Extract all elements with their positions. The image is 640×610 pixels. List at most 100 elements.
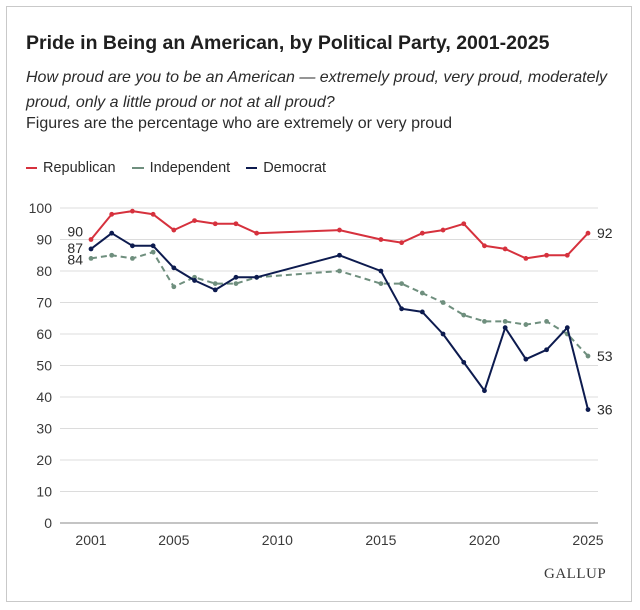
- data-point-republican: [130, 208, 135, 214]
- x-tick-label: 2020: [469, 532, 500, 548]
- legend-swatch-independent: [131, 167, 144, 169]
- legend-swatch-democrat: [246, 167, 258, 169]
- data-point-independent: [378, 281, 384, 286]
- data-point-republican: [585, 230, 591, 236]
- end-label-independent: 53: [597, 348, 613, 364]
- legend-label-independent: Independent: [149, 160, 231, 176]
- data-point-democrat: [109, 230, 115, 236]
- y-tick-label: 100: [29, 200, 53, 216]
- x-tick-label: 2001: [75, 532, 106, 548]
- data-point-democrat: [564, 325, 570, 331]
- y-tick-label: 60: [36, 326, 52, 342]
- legend-label-republican: Republican: [43, 160, 116, 176]
- data-point-independent: [109, 252, 115, 258]
- legend: Republican Independent Democrat: [26, 158, 342, 178]
- y-tick-label: 70: [36, 295, 52, 311]
- data-point-republican: [502, 246, 508, 252]
- end-label-democrat: 36: [597, 402, 613, 418]
- data-point-democrat: [378, 268, 384, 274]
- data-point-democrat: [585, 407, 591, 412]
- data-point-republican: [564, 252, 570, 258]
- data-point-independent: [212, 281, 218, 286]
- data-point-democrat: [150, 243, 156, 249]
- legend-item-independent: Independent: [131, 160, 231, 176]
- data-point-republican: [440, 227, 446, 233]
- data-point-republican: [88, 237, 94, 242]
- x-tick-label: 2005: [158, 532, 189, 548]
- legend-swatch-republican: [26, 167, 37, 169]
- data-point-republican: [399, 240, 405, 246]
- data-point-independent: [399, 281, 405, 286]
- data-point-democrat: [461, 359, 467, 365]
- end-label-republican: 92: [597, 225, 613, 241]
- data-point-independent: [461, 312, 467, 318]
- data-point-republican: [233, 221, 239, 227]
- legend-label-democrat: Democrat: [263, 160, 327, 176]
- x-tick-label: 2025: [572, 532, 603, 548]
- data-point-democrat: [399, 306, 405, 312]
- y-tick-label: 0: [44, 515, 52, 531]
- chart-note: Figures are the percentage who are extre…: [26, 115, 452, 132]
- data-point-democrat: [130, 243, 135, 249]
- data-point-independent: [502, 319, 508, 324]
- y-tick-label: 30: [36, 421, 52, 437]
- series-line-independent: [90, 251, 589, 357]
- data-point-independent: [440, 300, 446, 305]
- data-point-democrat: [192, 278, 197, 283]
- chart-frame: [6, 6, 632, 602]
- data-point-republican: [482, 243, 487, 249]
- data-point-independent: [150, 249, 156, 255]
- legend-item-republican: Republican: [26, 160, 116, 176]
- data-point-republican: [337, 227, 342, 233]
- data-point-democrat: [254, 274, 260, 280]
- y-tick-label: 80: [36, 263, 52, 279]
- data-point-democrat: [419, 309, 425, 315]
- data-point-independent: [544, 319, 549, 324]
- start-label-republican: 90: [67, 224, 83, 240]
- data-point-democrat: [88, 246, 94, 252]
- data-point-democrat: [440, 331, 446, 337]
- data-point-democrat: [233, 274, 239, 280]
- data-point-republican: [378, 237, 384, 242]
- data-point-independent: [233, 281, 239, 286]
- series-line-democrat: [90, 232, 589, 410]
- data-point-republican: [254, 230, 260, 236]
- data-point-republican: [109, 211, 115, 217]
- legend-item-democrat: Democrat: [246, 160, 326, 176]
- data-point-republican: [192, 218, 197, 224]
- data-point-democrat: [482, 388, 487, 394]
- data-point-republican: [523, 256, 529, 261]
- data-point-republican: [212, 221, 218, 227]
- data-point-democrat: [337, 252, 342, 258]
- data-point-republican: [171, 227, 177, 233]
- x-tick-label: 2015: [365, 532, 396, 548]
- start-label-democrat: 87: [67, 240, 83, 256]
- data-point-democrat: [212, 287, 218, 293]
- data-point-independent: [171, 284, 177, 290]
- data-point-independent: [482, 319, 487, 324]
- data-point-democrat: [502, 325, 508, 331]
- data-point-democrat: [171, 265, 177, 271]
- y-tick-label: 20: [36, 452, 52, 468]
- data-point-republican: [461, 221, 467, 227]
- data-point-republican: [544, 252, 549, 258]
- start-label-independent: 84: [67, 251, 83, 267]
- data-point-republican: [150, 211, 156, 217]
- data-point-republican: [419, 230, 425, 236]
- chart-title: Pride in Being an American, by Political…: [26, 32, 550, 54]
- data-point-independent: [130, 256, 135, 261]
- y-tick-label: 10: [36, 484, 52, 500]
- y-tick-label: 40: [36, 389, 52, 405]
- chart-subtitle: How proud are you to be an American — ex…: [26, 69, 608, 111]
- data-point-democrat: [523, 356, 529, 362]
- data-point-independent: [585, 353, 591, 359]
- y-tick-label: 50: [36, 358, 52, 374]
- data-point-democrat: [544, 347, 549, 353]
- data-point-independent: [523, 322, 529, 327]
- x-tick-label: 2010: [262, 532, 293, 548]
- series-line-republican: [90, 210, 589, 260]
- y-tick-label: 90: [36, 232, 52, 248]
- gallup-logo: GALLUP: [544, 566, 607, 582]
- data-point-independent: [88, 256, 94, 261]
